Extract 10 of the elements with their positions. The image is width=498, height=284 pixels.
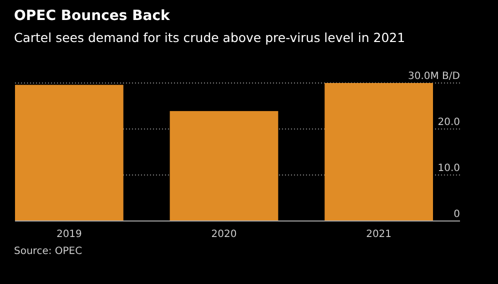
x-tick-label: 2021 bbox=[366, 229, 392, 240]
x-tick-label: 2019 bbox=[56, 229, 82, 240]
chart-subtitle: Cartel sees demand for its crude above pre-virus level in 2021 bbox=[14, 30, 406, 45]
source-note: Source: OPEC bbox=[14, 246, 82, 257]
y-tick-label: 30.0M B/D bbox=[408, 71, 460, 82]
y-tick-label: 20.0 bbox=[438, 117, 460, 128]
y-tick-label: 0 bbox=[454, 209, 460, 220]
x-tick-label: 2020 bbox=[211, 229, 237, 240]
y-tick-label: 10.0 bbox=[438, 163, 460, 174]
chart-title: OPEC Bounces Back bbox=[14, 8, 171, 24]
